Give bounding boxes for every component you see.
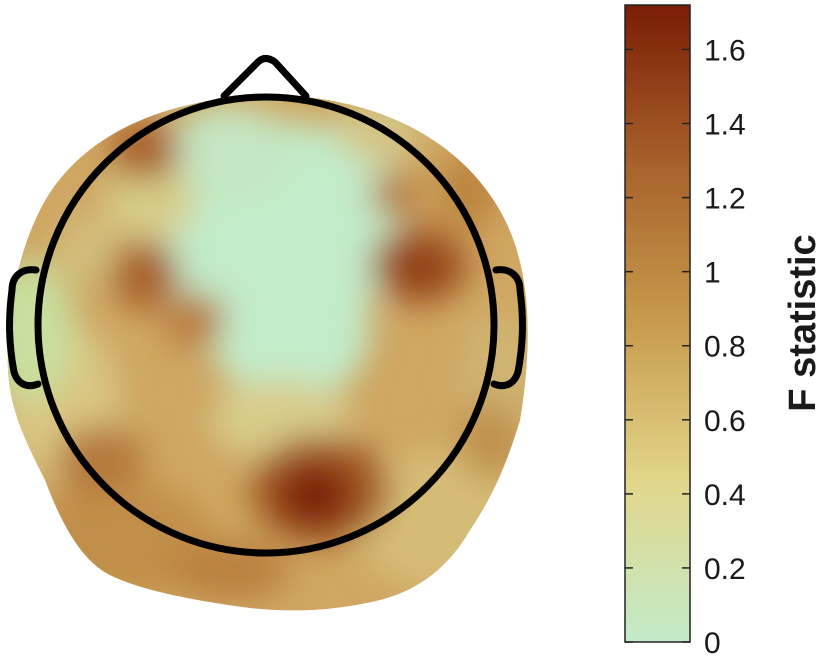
colorbar-ticks: 0 0.2 0.4 0.6 0.8 1 1.2 1.4 1.6 [625, 34, 746, 660]
colorbar: 0 0.2 0.4 0.6 0.8 1 1.2 1.4 1.6 F statistic [624, 4, 822, 660]
colorbar-tick-label: 0.4 [704, 479, 746, 512]
colorbar-tick-label: 1 [704, 257, 721, 290]
colorbar-tick-label: 1.2 [704, 183, 746, 216]
head-right-ear [490, 266, 526, 390]
colorbar-gradient [624, 4, 691, 643]
colorbar-tick-label: 0 [704, 627, 721, 660]
colorbar-tick-label: 1.4 [704, 109, 746, 142]
colorbar-tick-label: 0.8 [704, 331, 746, 364]
colorbar-tick-label: 0.2 [704, 553, 746, 586]
head-left-ear [6, 266, 42, 390]
head-nose [220, 55, 310, 100]
scalp-map [6, 55, 528, 611]
colorbar-tick-label: 0.6 [704, 405, 746, 438]
colorbar-title: F statistic [782, 234, 822, 411]
colorbar-tick-label: 1.6 [704, 34, 746, 67]
head-outline [34, 93, 498, 557]
